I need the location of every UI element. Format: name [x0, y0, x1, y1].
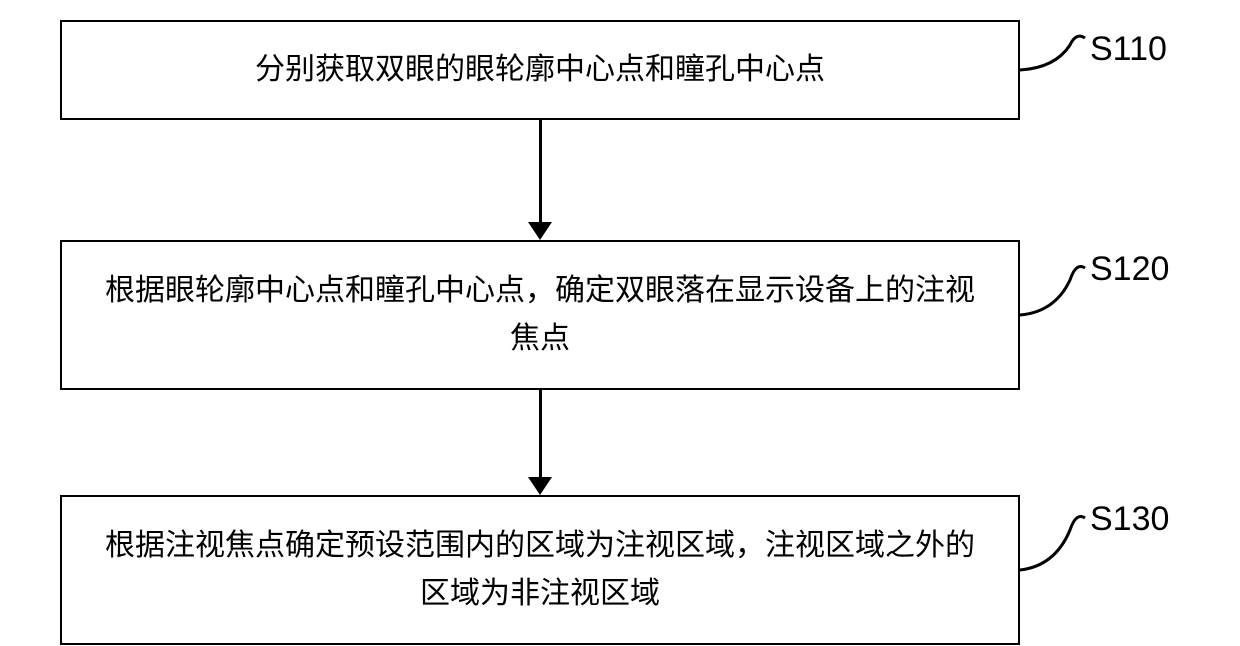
flow-node-text: 根据注视焦点确定预设范围内的区域为注视区域，注视区域之外的区域为非注视区域: [92, 522, 988, 618]
connector-s120: [1020, 250, 1090, 325]
flow-arrow-1-head: [528, 222, 552, 240]
flow-arrow-2-head: [528, 477, 552, 495]
flow-arrow-2-line: [539, 390, 542, 480]
flow-node-text: 分别获取双眼的眼轮廓中心点和瞳孔中心点: [255, 46, 825, 94]
flow-node-text: 根据眼轮廓中心点和瞳孔中心点，确定双眼落在显示设备上的注视焦点: [92, 267, 988, 363]
flow-arrow-1-line: [539, 120, 542, 225]
flow-node-s120: 根据眼轮廓中心点和瞳孔中心点，确定双眼落在显示设备上的注视焦点: [60, 240, 1020, 390]
flow-node-s130: 根据注视焦点确定预设范围内的区域为注视区域，注视区域之外的区域为非注视区域: [60, 495, 1020, 645]
connector-s110: [1020, 20, 1090, 80]
flowchart-container: 分别获取双眼的眼轮廓中心点和瞳孔中心点 S110 根据眼轮廓中心点和瞳孔中心点，…: [0, 0, 1240, 646]
flow-node-s110: 分别获取双眼的眼轮廓中心点和瞳孔中心点: [60, 20, 1020, 120]
flow-label-s110: S110: [1090, 30, 1167, 69]
flow-label-s130: S130: [1090, 500, 1169, 539]
flow-label-s120: S120: [1090, 250, 1169, 289]
connector-s130: [1020, 500, 1090, 580]
